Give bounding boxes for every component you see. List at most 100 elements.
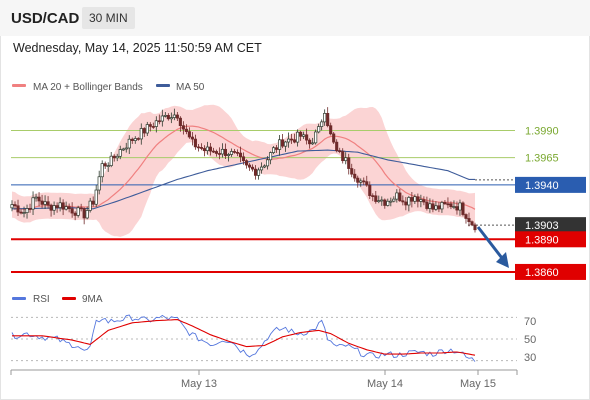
candle-body	[19, 211, 23, 214]
candle-body	[154, 120, 158, 127]
candle	[199, 143, 203, 151]
candle-body	[181, 125, 185, 130]
candle-body	[305, 134, 309, 141]
candle	[205, 141, 209, 155]
candle-body	[281, 139, 285, 147]
candle	[392, 196, 396, 203]
candle	[82, 207, 86, 225]
candle	[362, 177, 366, 186]
candle-body	[190, 136, 194, 140]
candle-body	[428, 203, 432, 209]
candle	[359, 178, 363, 187]
candle	[28, 203, 32, 213]
candle-body	[217, 153, 221, 155]
candle	[61, 199, 65, 216]
candle	[407, 195, 411, 212]
candle-body	[43, 201, 47, 205]
candle	[175, 111, 179, 121]
candle-body	[308, 139, 312, 145]
candle-body	[91, 200, 95, 205]
candle	[166, 113, 170, 121]
candle-body	[22, 212, 26, 214]
candle-body	[187, 131, 191, 138]
timeframe-badge[interactable]: 30 MIN	[82, 7, 135, 29]
candle-body	[88, 200, 92, 211]
rsi-line	[11, 314, 476, 362]
candle-body	[404, 201, 408, 206]
candle	[217, 147, 221, 160]
candle-body	[73, 212, 77, 216]
candle-body	[437, 205, 441, 210]
candle	[425, 196, 429, 211]
candle-body	[401, 200, 405, 203]
candle-body	[112, 155, 116, 159]
candle-body	[67, 206, 71, 210]
forecast-arrow-shaft	[476, 226, 507, 263]
candle	[106, 162, 110, 172]
candle-body	[338, 150, 342, 153]
level-label-1.3965: 1.3965	[525, 153, 559, 165]
legend-rsi-ma-swatch	[62, 297, 76, 300]
level-label-1.3903: 1.3903	[525, 220, 559, 232]
candle	[46, 196, 50, 209]
candle-body	[266, 159, 270, 167]
candle-body	[151, 126, 155, 128]
rsi-tick-70: 70	[524, 316, 536, 328]
x-axis-label-may14: May 14	[367, 378, 403, 390]
candle-body	[374, 195, 378, 202]
candle-body	[416, 196, 420, 202]
candle	[259, 162, 264, 174]
candle-body	[226, 154, 231, 156]
candle-body	[127, 138, 131, 149]
candle-body	[118, 149, 122, 157]
candle-body	[350, 168, 354, 175]
candle	[160, 109, 164, 127]
rsi-tick-50: 50	[524, 334, 536, 346]
candle	[124, 142, 128, 153]
candle-body	[253, 168, 258, 176]
candle	[229, 148, 234, 157]
candle-body	[431, 203, 435, 210]
candle	[211, 147, 215, 154]
candle	[223, 143, 228, 160]
candle	[115, 153, 119, 162]
candle-body	[49, 204, 53, 211]
candle	[386, 198, 390, 207]
candle-body	[269, 152, 273, 161]
candle-body	[202, 148, 206, 152]
level-tag-1.3940	[515, 176, 586, 193]
candle	[190, 132, 194, 146]
candle	[290, 133, 294, 144]
legend-ma20-swatch	[12, 84, 26, 87]
candle-body	[377, 200, 381, 202]
candle-body	[425, 201, 429, 209]
candle-body	[241, 156, 246, 162]
candle-body	[28, 208, 32, 210]
candle-body	[211, 150, 215, 153]
candles	[10, 107, 477, 233]
candle	[22, 206, 26, 218]
candle	[73, 211, 77, 221]
candle-body	[208, 146, 212, 152]
candle-body	[82, 208, 86, 219]
candle	[275, 144, 279, 153]
candle	[284, 140, 288, 152]
candle	[350, 163, 354, 178]
candle	[377, 195, 381, 204]
candle	[368, 181, 372, 199]
candle-body	[229, 151, 234, 155]
candle-body	[434, 205, 438, 210]
symbol-title: USD/CAD	[11, 10, 80, 27]
candle-body	[196, 146, 200, 149]
candle	[157, 114, 161, 125]
candle	[142, 127, 146, 138]
candle-body	[142, 128, 146, 134]
legend-rsi-ma-label: 9MA	[82, 294, 103, 305]
candle	[443, 200, 447, 205]
candle-body	[278, 139, 282, 150]
candle-body	[452, 206, 456, 208]
candle-body	[247, 164, 252, 168]
legend-rsi-label: RSI	[33, 294, 50, 305]
candle	[34, 193, 38, 202]
candle-body	[287, 138, 291, 143]
